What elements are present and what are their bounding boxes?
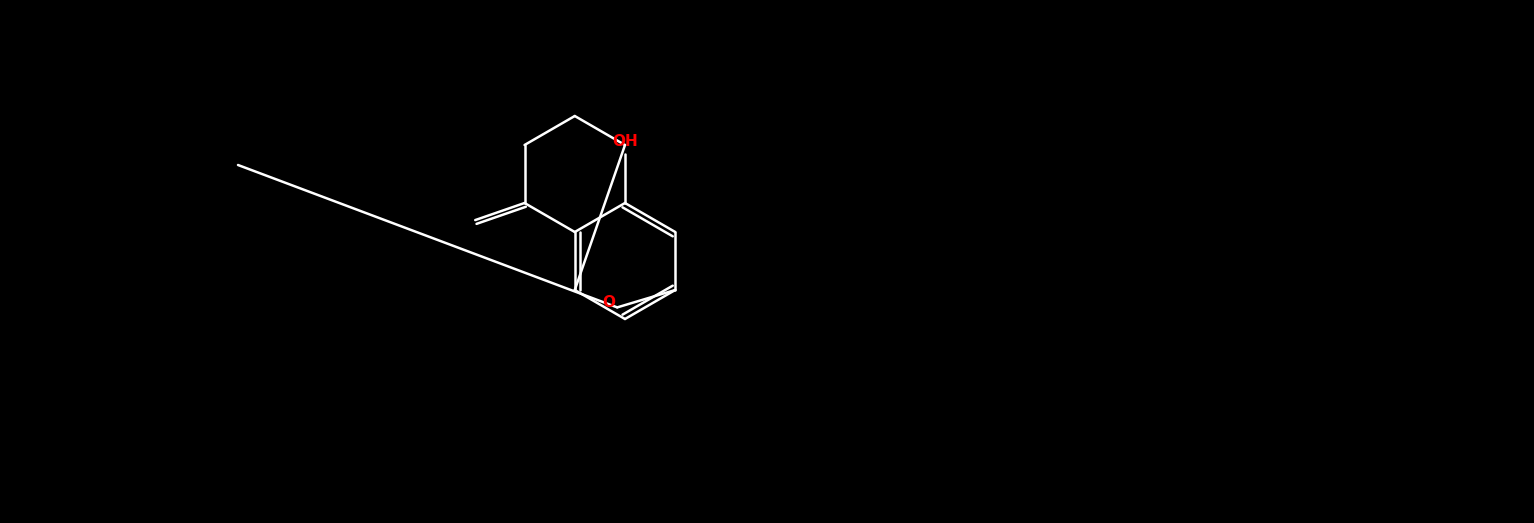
Text: OH: OH [612, 134, 638, 149]
Text: O: O [603, 295, 615, 310]
